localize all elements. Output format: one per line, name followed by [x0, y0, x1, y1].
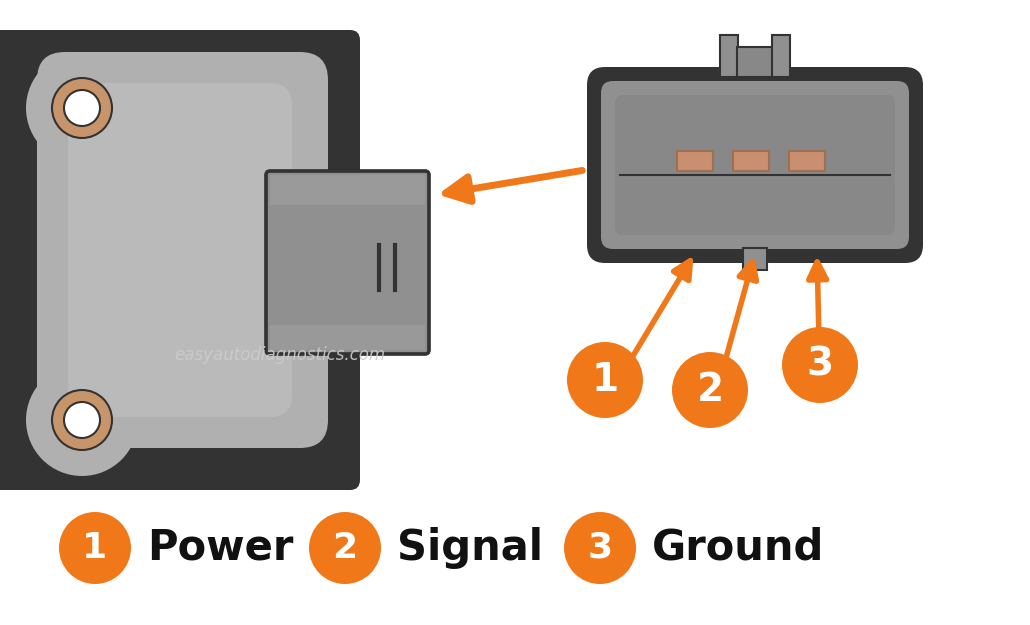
- Text: 1: 1: [591, 361, 619, 399]
- Bar: [733, 151, 769, 171]
- FancyBboxPatch shape: [266, 171, 430, 354]
- Text: 3: 3: [806, 346, 833, 384]
- Bar: [270, 175, 425, 205]
- FancyBboxPatch shape: [615, 95, 895, 235]
- Text: Ground: Ground: [652, 527, 824, 569]
- Circle shape: [14, 352, 150, 488]
- FancyBboxPatch shape: [0, 30, 360, 490]
- Circle shape: [26, 364, 138, 476]
- Bar: [772, 35, 790, 77]
- Circle shape: [64, 90, 100, 126]
- Circle shape: [52, 78, 112, 138]
- Text: 3: 3: [587, 531, 613, 565]
- Bar: [789, 151, 825, 171]
- Text: easyautodiagnostics.com: easyautodiagnostics.com: [174, 346, 385, 364]
- Bar: [743, 248, 767, 270]
- Circle shape: [309, 512, 381, 584]
- Text: 1: 1: [82, 531, 107, 565]
- Text: Signal: Signal: [397, 527, 543, 569]
- Bar: [720, 35, 739, 77]
- Bar: [677, 151, 713, 171]
- FancyBboxPatch shape: [600, 81, 909, 249]
- Circle shape: [564, 512, 636, 584]
- Text: Power: Power: [147, 527, 294, 569]
- Circle shape: [566, 342, 643, 418]
- Circle shape: [64, 402, 100, 438]
- Circle shape: [59, 512, 131, 584]
- Text: 2: 2: [696, 371, 723, 409]
- FancyBboxPatch shape: [37, 52, 328, 448]
- Text: 2: 2: [333, 531, 357, 565]
- Circle shape: [14, 40, 150, 176]
- Circle shape: [672, 352, 748, 428]
- Bar: [270, 325, 425, 350]
- Circle shape: [782, 327, 858, 403]
- FancyBboxPatch shape: [68, 83, 291, 417]
- Circle shape: [52, 390, 112, 450]
- Circle shape: [26, 52, 138, 164]
- Bar: [737, 47, 772, 77]
- FancyBboxPatch shape: [587, 67, 923, 263]
